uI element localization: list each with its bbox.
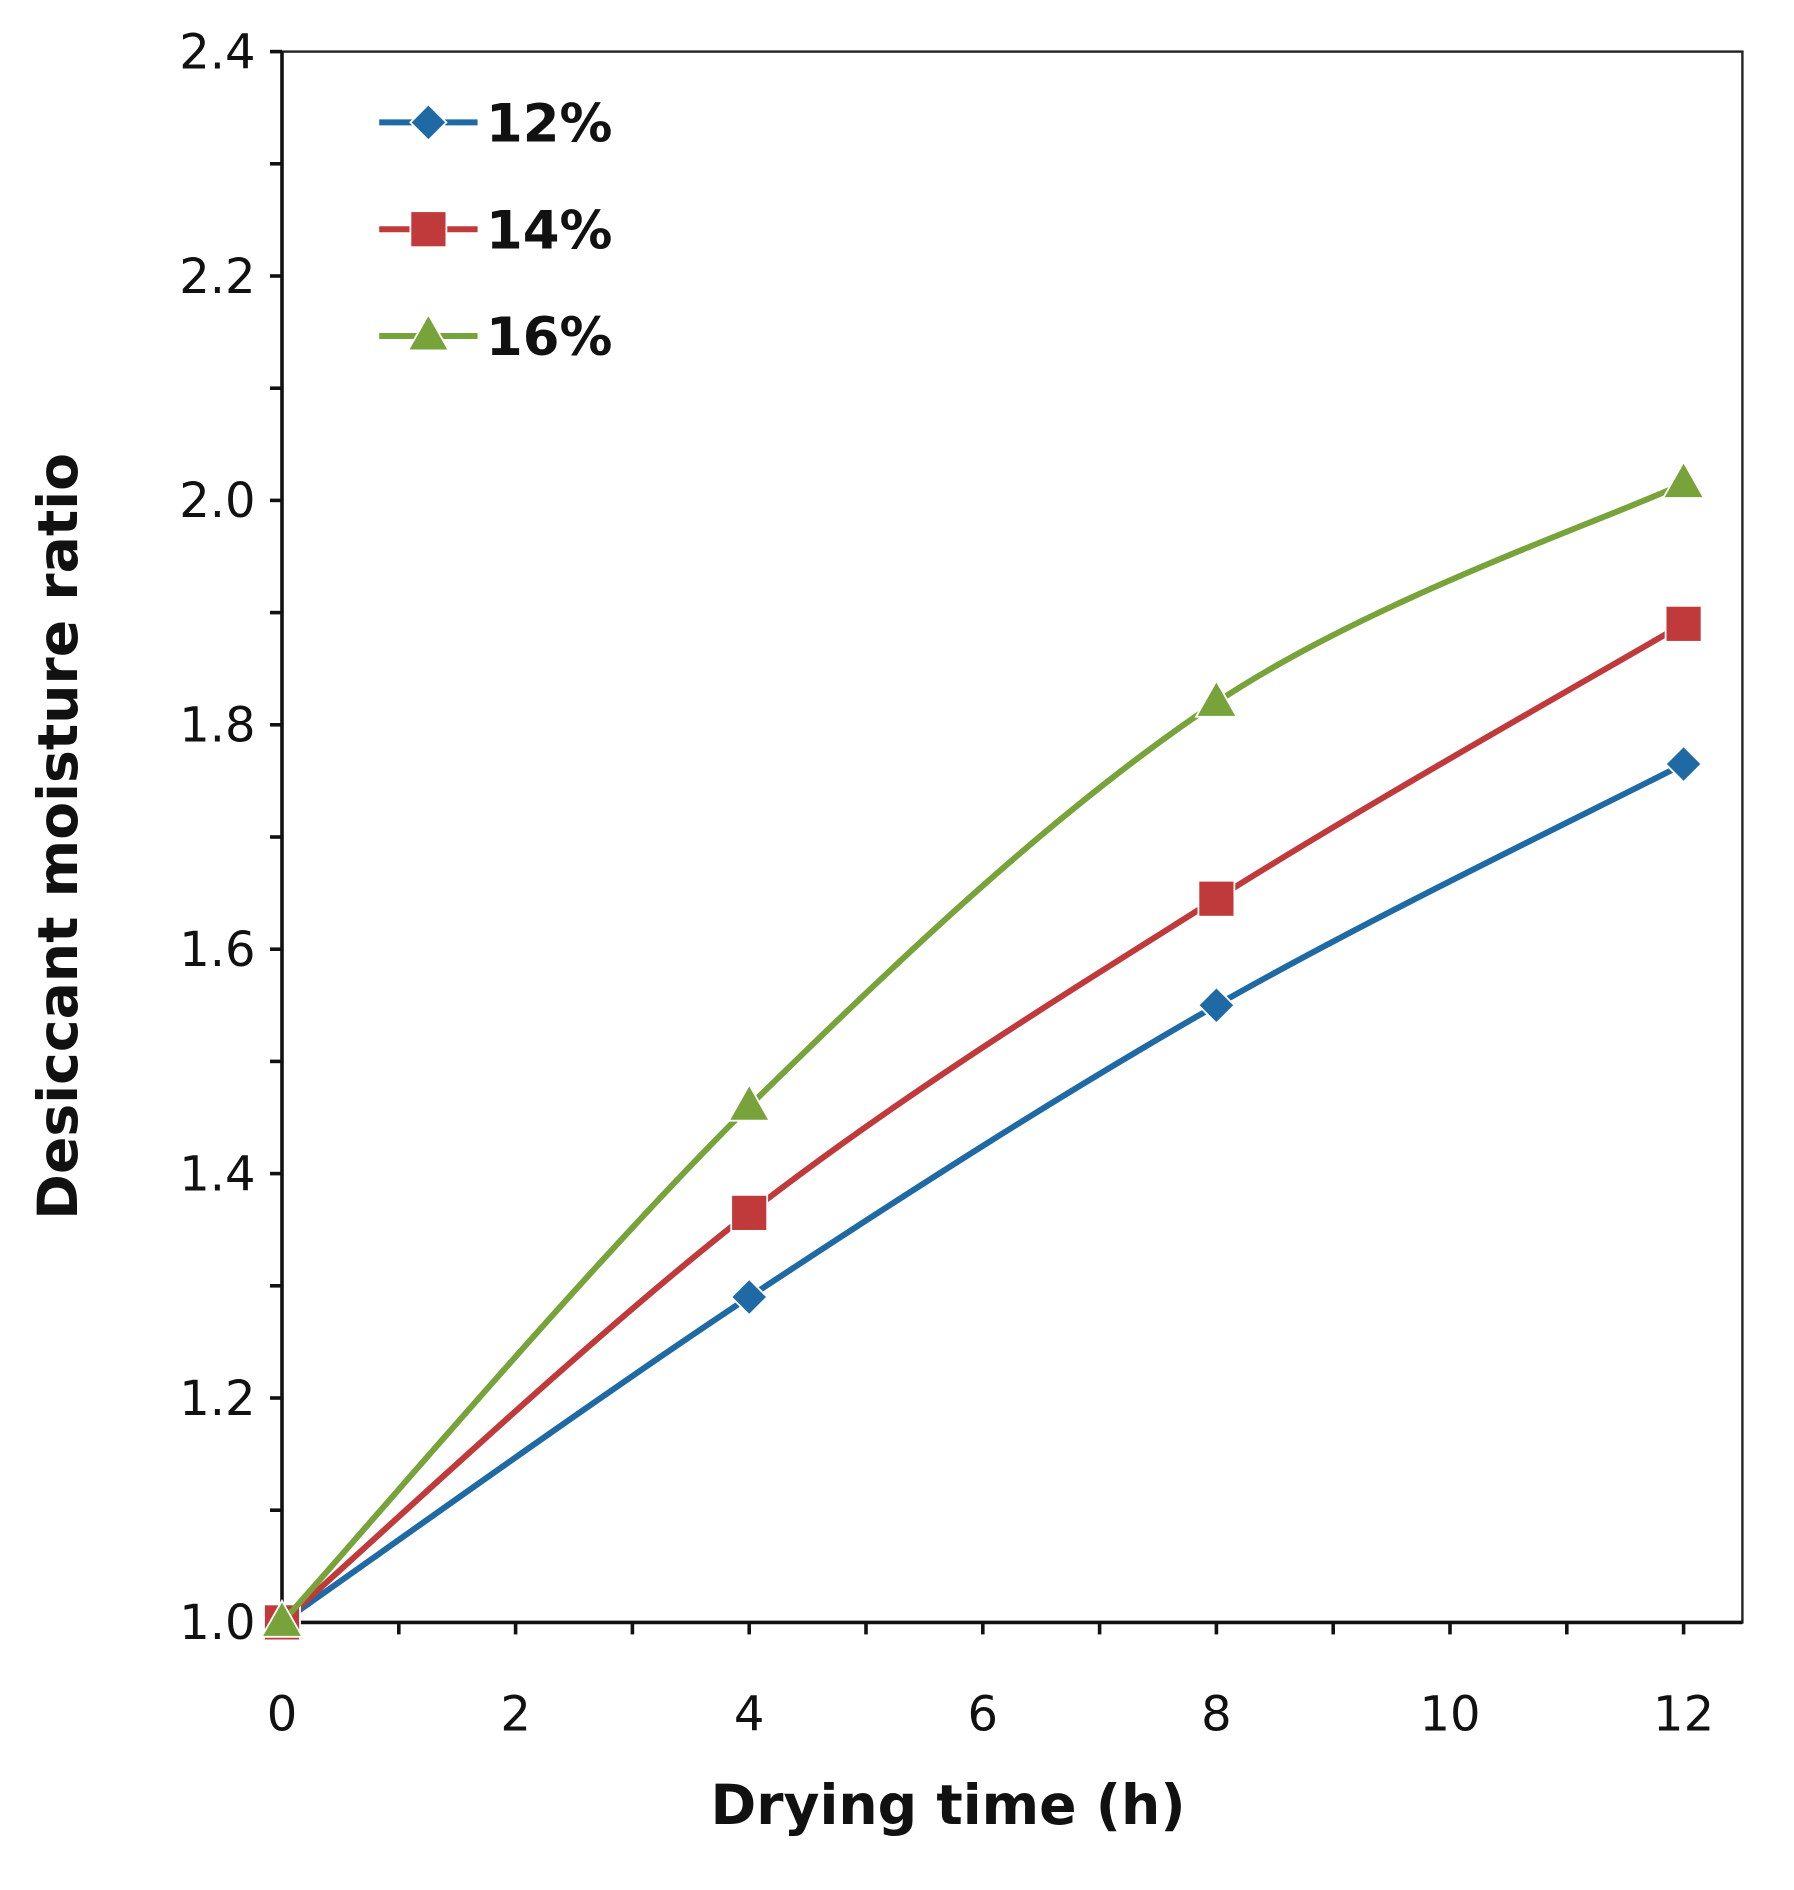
y-tick-label: 1.6 <box>179 922 255 978</box>
data-point <box>1664 744 1703 784</box>
x-tick-label: 12 <box>1653 1686 1714 1742</box>
triangle-icon <box>406 312 451 352</box>
series-group <box>260 460 1706 1642</box>
y-tick-label: 1.4 <box>179 1146 255 1202</box>
y-tick-label: 1.8 <box>179 698 255 754</box>
series-line <box>280 761 1685 1625</box>
data-point <box>727 1082 772 1122</box>
data-point <box>729 1277 769 1317</box>
series-line <box>279 480 1685 1625</box>
y-tick-label: 2.2 <box>179 249 255 305</box>
plot-frame <box>280 50 1744 1624</box>
series-16pct <box>260 460 1706 1638</box>
legend: 12% 14% 16% <box>379 94 612 368</box>
x-tick-label: 8 <box>1201 1686 1232 1742</box>
data-point <box>1194 678 1239 718</box>
series-line <box>280 621 1686 1625</box>
legend-label: 16% <box>486 307 612 368</box>
x-tick-label: 4 <box>734 1686 765 1742</box>
x-tick-label: 6 <box>968 1686 999 1742</box>
legend-item: 14% <box>379 200 612 261</box>
legend-item: 12% <box>379 94 612 155</box>
series-12pct <box>262 744 1703 1642</box>
x-tick-label: 2 <box>500 1686 531 1742</box>
x-axis-label: Drying time (h) <box>710 1774 1185 1838</box>
y-tick-label: 2.4 <box>179 24 255 80</box>
y-axis-label: Desiccant moisture ratio <box>27 453 91 1220</box>
legend-label: 14% <box>486 200 612 261</box>
data-point <box>1661 460 1706 499</box>
legend-label: 12% <box>486 94 612 155</box>
series-14pct <box>263 604 1703 1642</box>
axes: 1.0 1.2 1.4 1.6 1.8 2.0 2.2 2.4 0 2 4 6 8 10 12 <box>179 24 1744 1742</box>
y-tick-label: 1.0 <box>179 1595 255 1651</box>
y-tick-label: 1.2 <box>179 1371 255 1427</box>
data-point <box>730 1193 769 1232</box>
y-tick-label: 2.0 <box>179 473 255 529</box>
data-point <box>1197 986 1236 1025</box>
x-tick-label: 10 <box>1419 1686 1480 1742</box>
diamond-icon <box>409 103 448 142</box>
square-icon <box>409 210 448 249</box>
data-point <box>1664 604 1703 643</box>
x-tick-label: 0 <box>267 1686 298 1742</box>
data-point <box>260 1598 304 1638</box>
data-point <box>1197 879 1236 918</box>
legend-item: 16% <box>379 307 612 368</box>
